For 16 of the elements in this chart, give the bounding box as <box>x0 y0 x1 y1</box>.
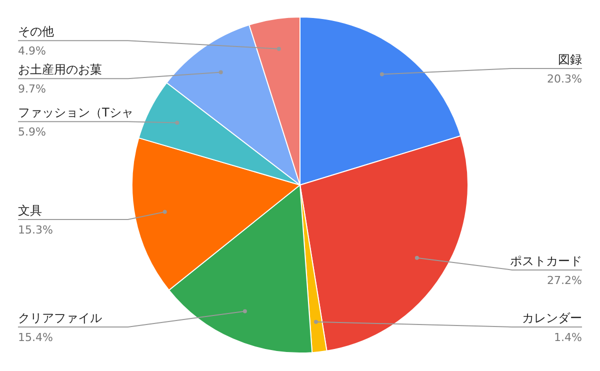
slice-label: ファッション（Tシャ <box>18 106 134 120</box>
data-label: 1.4% <box>554 331 582 344</box>
slice-label: 文具 <box>18 203 42 218</box>
slice-label: 図録 <box>558 52 582 66</box>
slice-label: その他 <box>18 24 54 39</box>
data-label: 5.9% <box>18 126 46 139</box>
slice-label: ポストカード <box>510 254 582 268</box>
slice-label: カレンダー <box>522 311 582 325</box>
slice-label: お土産用のお菓 <box>18 62 102 77</box>
data-label: 4.9% <box>18 44 46 58</box>
data-label: 9.7% <box>18 82 46 96</box>
slice-label: クリアファイル <box>18 311 102 325</box>
data-label: 20.3% <box>547 72 582 86</box>
data-label: 27.2% <box>547 274 582 287</box>
data-label: 15.3% <box>18 223 53 236</box>
data-label: 15.4% <box>18 331 53 344</box>
